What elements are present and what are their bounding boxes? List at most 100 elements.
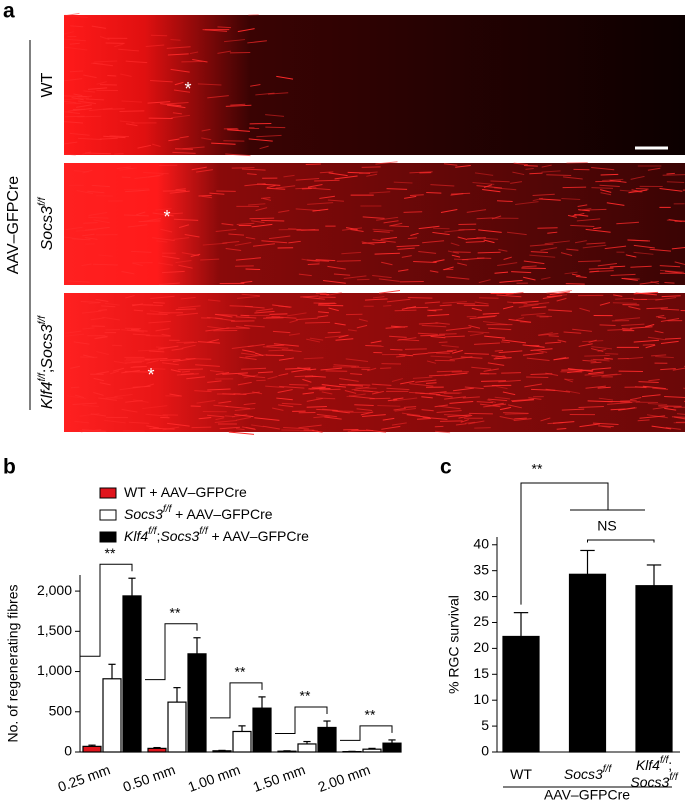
fiber <box>553 356 567 361</box>
fiber <box>175 260 192 264</box>
fiber <box>166 46 191 49</box>
fiber <box>78 100 97 105</box>
fiber <box>255 207 268 212</box>
fiber <box>334 175 358 180</box>
fiber <box>90 317 105 321</box>
fiber <box>162 190 186 192</box>
fiber <box>70 386 80 389</box>
fiber <box>630 265 652 268</box>
fiber <box>375 161 398 165</box>
fiber <box>418 251 437 254</box>
fiber <box>471 366 492 370</box>
fiber <box>574 213 589 217</box>
fiber <box>248 14 259 16</box>
fiber <box>215 417 224 421</box>
fiber <box>197 341 221 344</box>
fiber <box>242 426 256 431</box>
fiber <box>467 237 486 240</box>
fiber <box>499 279 523 283</box>
fiber <box>582 244 607 249</box>
fiber <box>396 245 420 248</box>
fiber <box>358 318 368 322</box>
fiber <box>255 92 275 96</box>
fiber <box>478 229 502 233</box>
fiber <box>87 190 105 194</box>
fiber <box>566 248 579 251</box>
fiber <box>155 208 172 211</box>
fiber <box>578 405 604 409</box>
fiber <box>646 307 668 310</box>
fiber <box>386 298 411 303</box>
fiber <box>508 404 522 409</box>
fiber <box>351 386 370 391</box>
fiber <box>298 273 312 277</box>
fiber <box>88 216 109 219</box>
fiber <box>613 294 623 297</box>
fiber <box>401 255 412 258</box>
fiber <box>444 335 465 338</box>
fiber <box>236 222 255 225</box>
fiber <box>467 331 490 334</box>
fiber <box>662 174 685 176</box>
fiber <box>367 367 377 372</box>
fiber <box>546 289 572 294</box>
fiber <box>257 183 281 186</box>
fiber <box>477 251 501 254</box>
fiber <box>244 305 265 309</box>
fiber <box>503 256 512 260</box>
fiber <box>442 301 467 304</box>
fiber <box>121 329 144 333</box>
fiber <box>674 261 685 265</box>
fiber <box>438 405 461 410</box>
fiber <box>192 59 208 63</box>
fiber <box>493 357 512 360</box>
fiber <box>161 333 171 337</box>
text-part: Socs3 <box>564 766 603 782</box>
fiber <box>505 291 524 296</box>
fiber <box>322 408 344 412</box>
fiber <box>201 137 212 141</box>
fiber <box>446 349 457 352</box>
fiber <box>510 181 523 184</box>
fiber <box>512 399 535 402</box>
fiber <box>604 245 627 250</box>
y-axis-label: % RGC survival <box>446 595 462 694</box>
fiber <box>655 314 665 318</box>
fiber <box>403 406 417 408</box>
fiber <box>607 401 633 405</box>
fiber <box>627 356 644 360</box>
fiber <box>556 427 567 430</box>
micrograph <box>64 15 685 155</box>
fiber <box>540 417 551 422</box>
fiber <box>165 101 189 105</box>
fiber <box>496 385 508 390</box>
fiber <box>133 309 144 312</box>
fiber <box>170 68 190 73</box>
fiber <box>418 225 440 230</box>
fiber <box>245 236 256 240</box>
fiber <box>435 430 451 434</box>
fiber <box>244 324 265 328</box>
fiber <box>506 231 527 236</box>
fiber <box>619 189 642 193</box>
fiber <box>283 174 295 178</box>
fiber <box>487 362 505 366</box>
fiber <box>94 60 118 63</box>
legend-swatch <box>99 509 117 521</box>
fiber <box>135 189 150 192</box>
fiber <box>201 128 211 132</box>
fiber <box>616 221 639 225</box>
text-part: ; <box>668 757 672 773</box>
fiber <box>241 367 267 370</box>
fiber <box>434 404 448 408</box>
fiber <box>160 228 173 233</box>
fiber <box>465 421 476 424</box>
fiber <box>409 383 434 387</box>
fiber <box>222 372 248 375</box>
fiber <box>67 108 92 112</box>
fiber <box>262 197 272 201</box>
fiber <box>166 104 186 109</box>
fiber <box>383 305 392 307</box>
fiber <box>460 419 469 423</box>
fiber <box>64 333 85 337</box>
